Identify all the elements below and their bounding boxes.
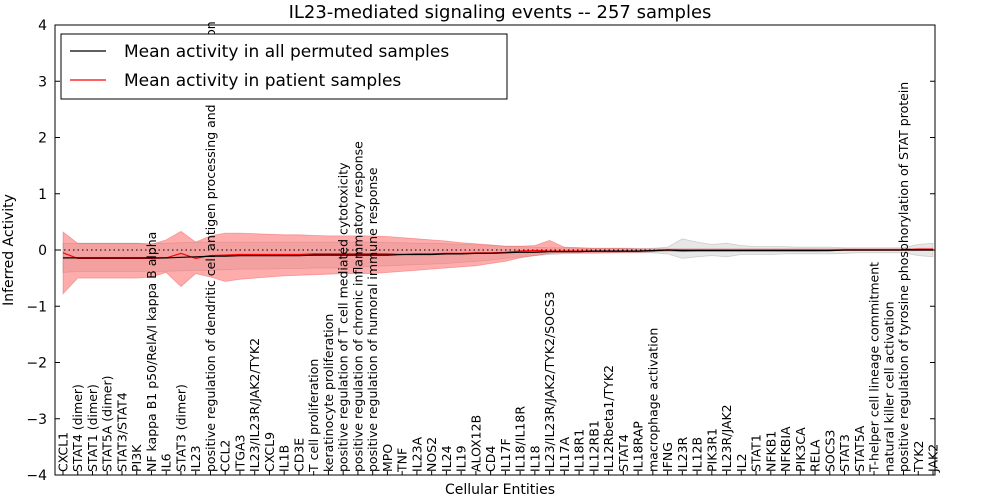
x-category-label: T-helper cell lineage commitment [867,262,882,473]
x-category-label: ITGA3 [232,434,247,472]
x-category-label: STAT5A (dimer) [100,376,115,472]
legend-label-permuted: Mean activity in all permuted samples [124,42,449,62]
x-category-label: IL1B [277,445,292,472]
x-category-label: STAT1 (dimer) [85,384,100,472]
chart-title: IL23-mediated signaling events -- 257 sa… [289,2,712,23]
y-tick-label: 3 [38,74,47,90]
x-category-label: NF kappa B1 p50/RelA/I kappa B alpha [144,232,159,472]
x-category-label: MPO [380,444,395,472]
x-category-label: CXCL1 [56,432,71,472]
y-tick-label: −1 [26,299,47,315]
x-category-label: IL18/IL18R [513,406,528,472]
x-category-label: NOS2 [424,437,439,472]
x-category-label: STAT4 [616,434,631,472]
y-tick-label: −2 [26,356,47,372]
x-category-label: SOCS3 [822,430,837,472]
y-tick-label: −4 [26,468,47,484]
x-category-label: CXCL9 [262,432,277,472]
y-tick-label: 1 [38,187,47,203]
x-category-label: RELA [808,439,823,472]
x-category-label: NFKBIA [778,426,793,472]
x-category-label: IL23R [675,436,690,472]
x-category-label: TNF [395,448,410,473]
x-category-label: T cell proliferation [306,359,321,473]
x-category-label: IL17A [557,436,572,472]
y-axis-label: Inferred Activity [1,194,17,306]
x-category-label: positive regulation of T cell mediated c… [336,162,351,472]
x-category-label: macrophage activation [645,328,660,472]
x-category-label: IL24 [439,445,454,472]
x-category-label: IL23R/JAK2 [719,404,734,472]
x-category-label: JAK2 [926,444,941,473]
x-category-label: IL12RB1 [586,420,601,472]
y-tick-label: 2 [38,131,47,147]
band-patient [62,230,934,295]
x-category-label: IL18R1 [572,429,587,472]
x-category-label: NFKB1 [763,431,778,472]
y-tick-label: 0 [38,243,47,259]
x-category-label: PIK3R1 [704,428,719,472]
x-category-label: positive regulation of dendritic cell an… [203,21,218,472]
legend-box [60,33,508,100]
line-permuted [63,249,933,259]
x-category-label: STAT1 [749,434,764,472]
x-category-label: IL18RAP [631,421,646,472]
x-category-label: CCL2 [218,440,233,472]
x-category-label: IL23/IL23R/JAK2/TYK2 [247,338,262,472]
x-category-labels: CXCL1 STAT4 (dimer) STAT1 (dimer) STAT5A (d… [56,21,941,475]
y-tick-label: −3 [26,412,47,428]
legend-label-patient: Mean activity in patient samples [124,71,401,91]
x-category-label: positive regulation of humoral immune re… [365,167,380,472]
x-category-label: STAT3 [837,434,852,472]
x-category-label: STAT3 (dimer) [174,384,189,472]
x-category-label: IL12Rbeta1/TYK2 [601,365,616,472]
x-category-label: TYK2 [911,441,926,473]
x-category-label: IFNG [660,442,675,472]
x-category-label: IL23A [409,436,424,472]
x-category-label: PIK3CA [793,427,808,472]
x-category-label: STAT3/STAT4 [115,392,130,472]
x-category-label: IL19 [454,445,469,472]
x-category-label: positive regulation of tyrosine phosphor… [896,82,911,472]
x-category-label: IL23/IL23R/JAK2/TYK2/SOCS3 [542,291,557,472]
x-category-label: CD3E [291,438,306,472]
plot-area [55,230,935,295]
legend: Mean activity in all permuted samples Me… [60,33,508,100]
x-category-label: keratinocyte proliferation [321,314,336,472]
x-category-label: positive regulation of chronic inflammat… [350,141,365,472]
x-category-label: STAT5A [852,425,867,472]
x-category-label: CD4 [483,446,498,472]
x-category-label: PI3K [129,444,144,472]
x-category-label: IL17F [498,438,513,472]
y-axis: −4 −3 −2 −1 0 1 2 3 4 [26,18,935,484]
x-category-label: STAT4 (dimer) [70,384,85,472]
x-category-label: IL12B [690,437,705,472]
x-category-label: IL6 [159,453,174,472]
x-category-label: IL23 [188,445,203,472]
x-axis-label: Cellular Entities [445,482,555,498]
y-tick-label: 4 [38,18,47,34]
x-category-label: ALOX12B [468,415,483,472]
x-category-label: IL2 [734,453,749,472]
x-category-label: IL18 [527,445,542,472]
x-category-label: natural killer cell activation [881,301,896,472]
